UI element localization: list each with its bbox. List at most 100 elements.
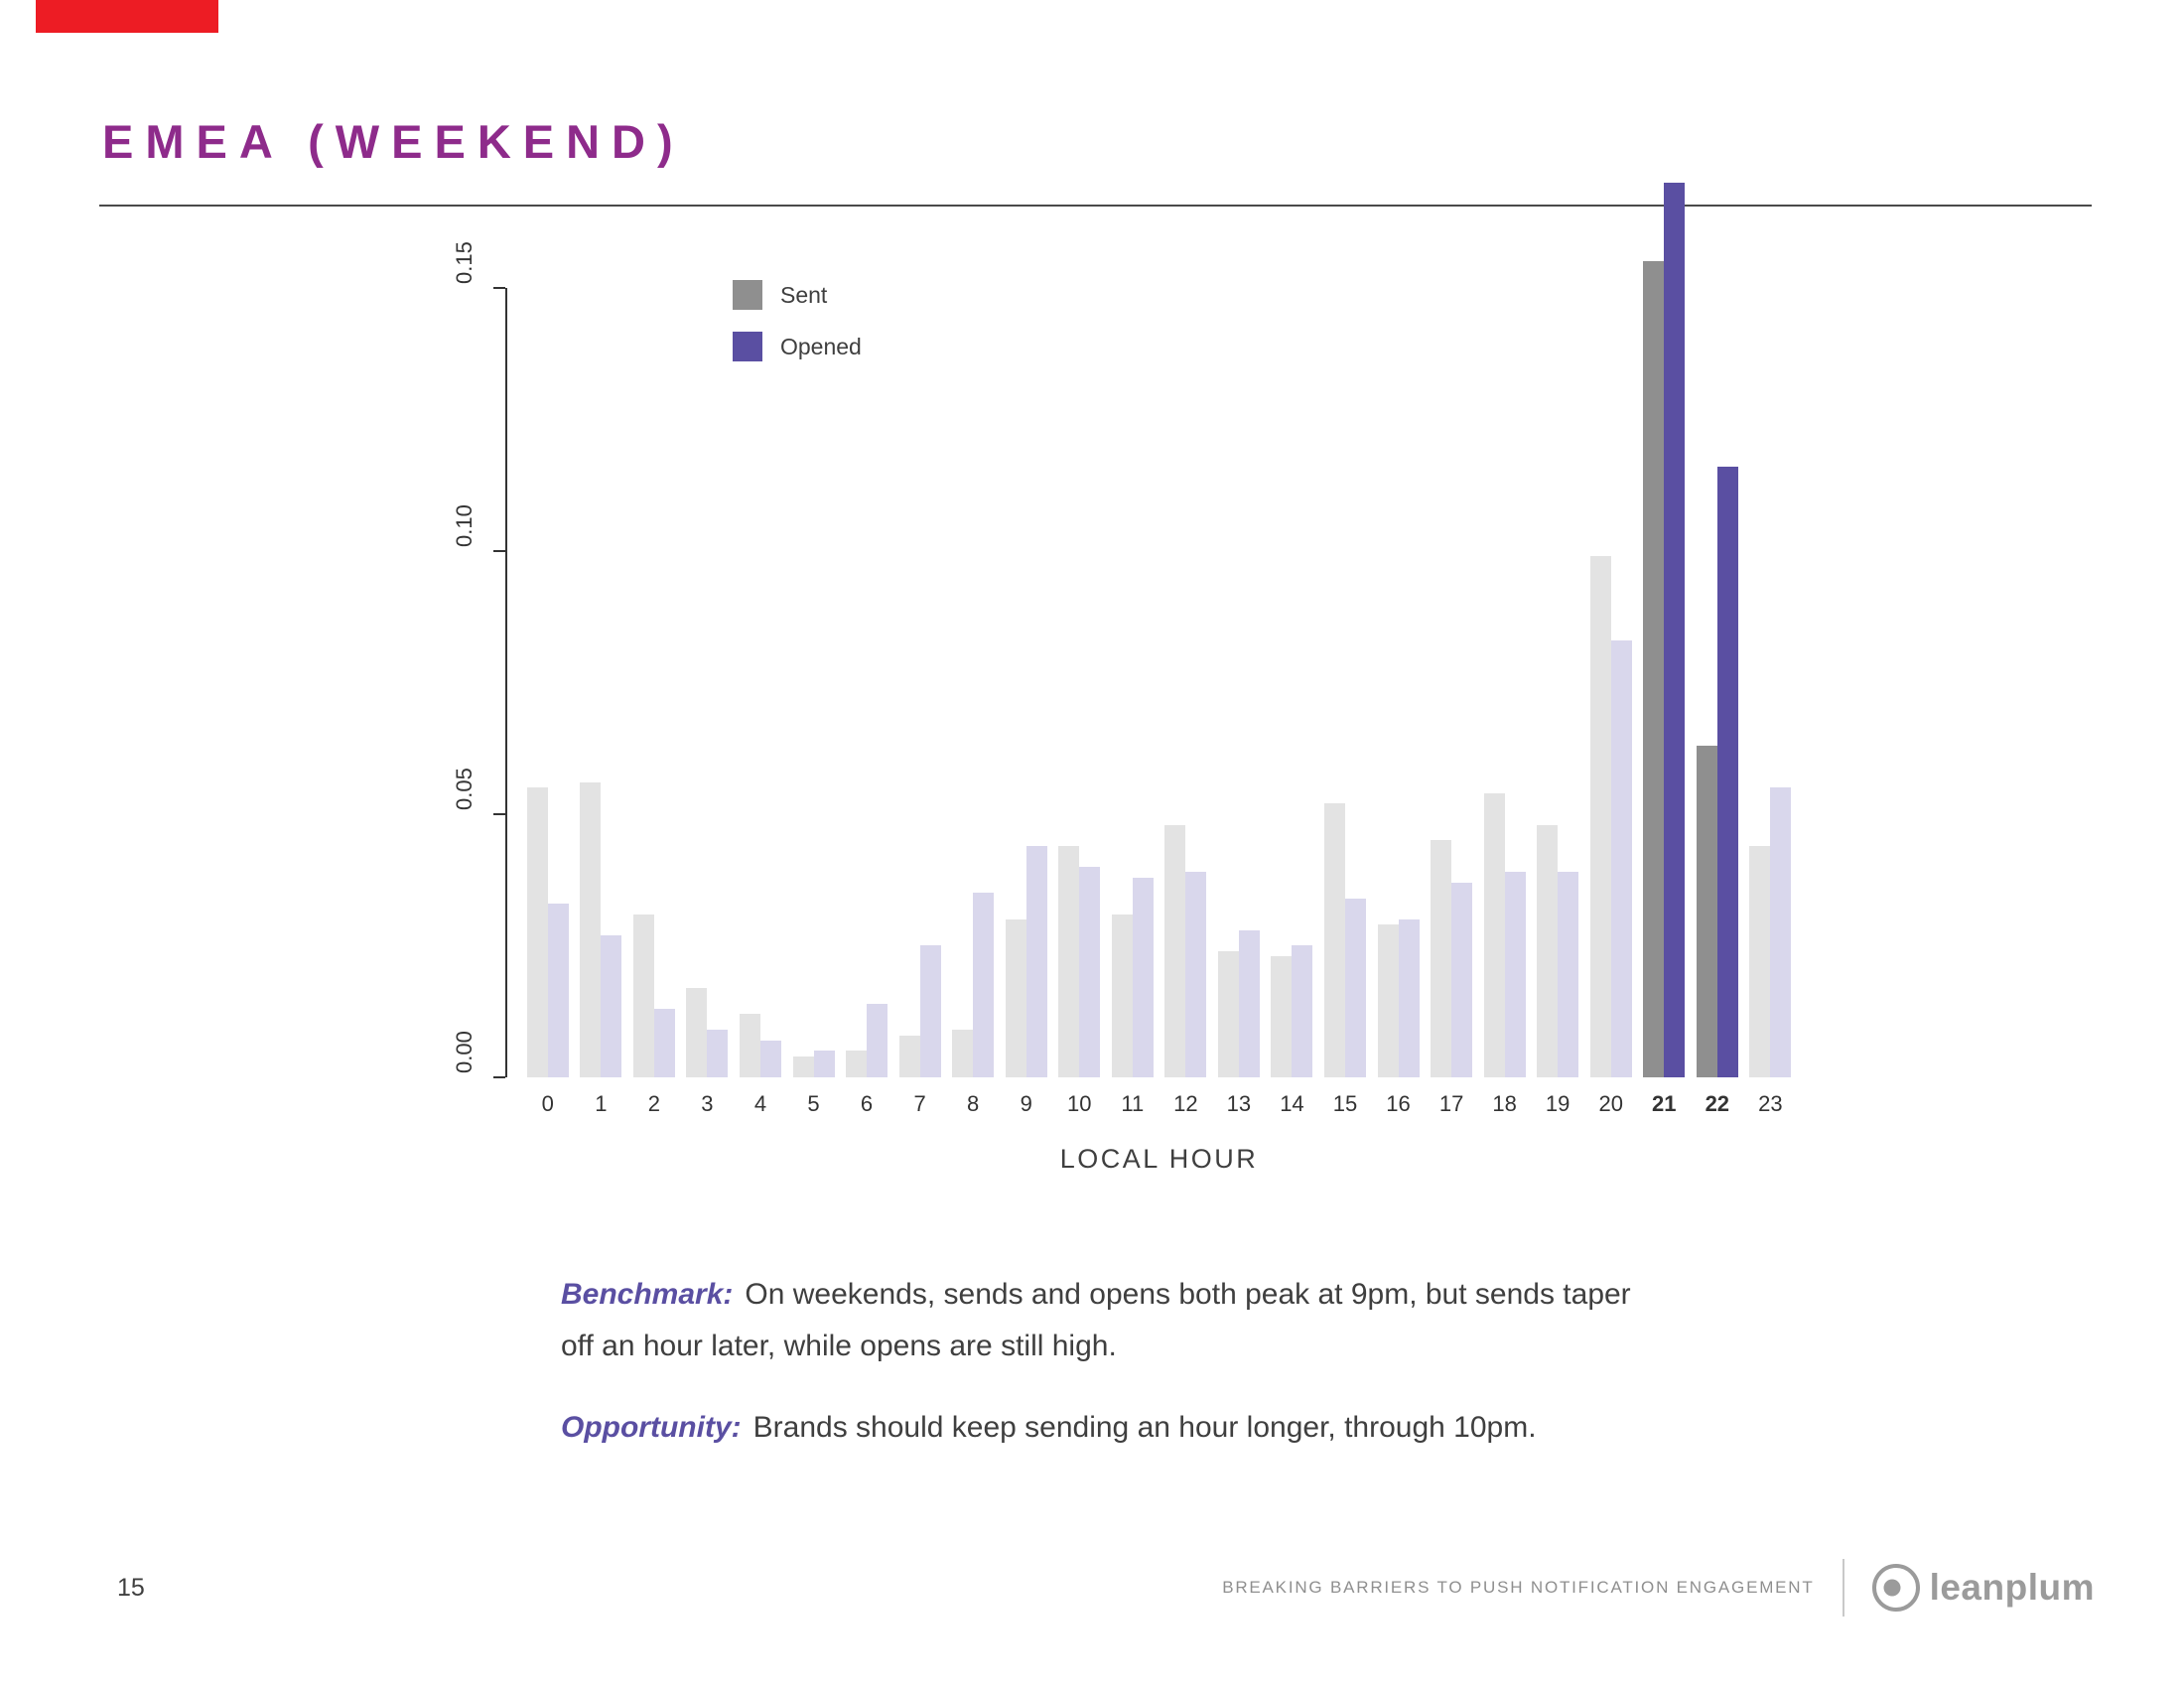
y-axis-tick-label: 0.10: [452, 504, 477, 548]
leanplum-logo: leanplum: [1871, 1564, 2095, 1612]
x-axis-title: LOCAL HOUR: [1059, 1144, 1259, 1174]
footer-title: BREAKING BARRIERS TO PUSH NOTIFICATION E…: [1222, 1578, 1815, 1597]
bar-opened-hour-20: [1610, 640, 1632, 1077]
x-axis-label-23: 23: [1758, 1091, 1783, 1116]
bar-opened-hour-9: [1025, 846, 1047, 1077]
bar-sent-hour-13: [1217, 951, 1239, 1077]
x-axis-label-10: 10: [1067, 1091, 1092, 1116]
bar-sent-hour-11: [1111, 914, 1133, 1077]
bar-sent-hour-17: [1431, 840, 1452, 1077]
x-axis-label-9: 9: [1020, 1091, 1032, 1116]
x-axis-label-17: 17: [1438, 1091, 1464, 1116]
x-axis-label-22: 22: [1705, 1091, 1730, 1116]
bar-sent-hour-22: [1696, 746, 1717, 1077]
bar-sent-hour-10: [1058, 846, 1080, 1077]
bar-group-hour-10: 10: [1052, 164, 1106, 1116]
x-axis-label-13: 13: [1226, 1091, 1252, 1116]
opportunity-note: Opportunity: Brands should keep sending a…: [561, 1402, 1633, 1454]
bar-opened-hour-10: [1079, 867, 1101, 1077]
bar-group-hour-19: 19: [1531, 164, 1584, 1116]
y-axis-tick-label: 0.00: [452, 1031, 477, 1074]
bar-opened-hour-18: [1504, 872, 1526, 1077]
y-axis-tick: [493, 287, 505, 289]
bar-sent-hour-0: [526, 787, 548, 1077]
bar-opened-hour-1: [601, 935, 622, 1077]
x-axis-label-5: 5: [807, 1091, 820, 1116]
x-axis-label-15: 15: [1332, 1091, 1358, 1116]
bar-opened-hour-4: [759, 1041, 781, 1077]
bar-opened-hour-22: [1716, 467, 1738, 1077]
bar-group-hour-22: 22: [1691, 164, 1744, 1116]
chart-legend: Sent Opened: [733, 280, 862, 383]
slide-accent-bar: [36, 0, 218, 33]
bar-opened-hour-14: [1292, 945, 1313, 1077]
legend-label-opened: Opened: [780, 333, 862, 359]
bar-opened-hour-13: [1238, 930, 1260, 1077]
x-axis-label-18: 18: [1492, 1091, 1517, 1116]
y-axis-tick-label: 0.15: [452, 241, 477, 285]
bar-sent-hour-12: [1164, 825, 1186, 1077]
bar-opened-hour-0: [547, 904, 569, 1077]
bar-group-hour-20: 20: [1584, 164, 1638, 1116]
x-axis-label-3: 3: [701, 1091, 714, 1116]
bar-opened-hour-3: [707, 1030, 729, 1077]
x-axis-label-7: 7: [913, 1091, 926, 1116]
bar-group-hour-14: 14: [1266, 164, 1319, 1116]
bar-opened-hour-21: [1664, 183, 1686, 1077]
benchmark-note: Benchmark: On weekends, sends and opens b…: [561, 1269, 1633, 1372]
title-divider: [99, 205, 2092, 207]
x-axis-label-21: 21: [1652, 1091, 1677, 1116]
bar-group-hour-13: 13: [1212, 164, 1266, 1116]
bars-row: 0 1 2 3 4 5 6 7 8 9 10 11 12 13 14 15 16 17 18 19 20 21 22 23: [521, 164, 1798, 1116]
bar-opened-hour-17: [1451, 883, 1473, 1077]
x-axis-label-2: 2: [647, 1091, 660, 1116]
bar-group-hour-6: 6: [840, 164, 893, 1116]
bar-sent-hour-7: [898, 1036, 920, 1077]
footer-divider: [1842, 1559, 1844, 1617]
bar-opened-hour-23: [1770, 787, 1792, 1077]
bar-group-hour-3: 3: [681, 164, 735, 1116]
x-axis-label-14: 14: [1280, 1091, 1304, 1116]
x-axis-label-1: 1: [595, 1091, 608, 1116]
legend-item-opened: Opened: [733, 332, 862, 361]
x-axis-label-8: 8: [967, 1091, 980, 1116]
legend-swatch-opened: [733, 332, 762, 361]
y-axis-tick-label: 0.05: [452, 768, 477, 811]
bar-sent-hour-14: [1271, 956, 1293, 1077]
bar-group-hour-23: 23: [1744, 164, 1798, 1116]
x-axis-label-0: 0: [541, 1091, 554, 1116]
bar-chart: 0 1 2 3 4 5 6 7 8 9 10 11 12 13 14 15 16 17 18 19 20 21 22 23 0…: [452, 164, 1798, 1116]
bar-sent-hour-20: [1589, 556, 1611, 1077]
bar-sent-hour-1: [580, 782, 602, 1077]
bar-group-hour-7: 7: [893, 164, 947, 1116]
bar-sent-hour-4: [739, 1014, 760, 1077]
y-axis-tick: [493, 813, 505, 815]
bar-opened-hour-2: [653, 1009, 675, 1077]
bar-opened-hour-12: [1185, 872, 1207, 1077]
bar-sent-hour-16: [1377, 924, 1399, 1077]
legend-swatch-sent: [733, 280, 762, 310]
bar-sent-hour-9: [1005, 919, 1026, 1077]
bar-sent-hour-2: [632, 914, 654, 1077]
bar-sent-hour-3: [686, 988, 708, 1077]
bar-opened-hour-16: [1398, 919, 1420, 1077]
bar-sent-hour-15: [1323, 803, 1345, 1077]
bar-opened-hour-11: [1132, 878, 1154, 1077]
x-axis-label-6: 6: [860, 1091, 874, 1116]
y-axis-tick: [493, 550, 505, 552]
x-axis-label-12: 12: [1173, 1091, 1198, 1116]
x-axis-label-19: 19: [1545, 1091, 1570, 1116]
bar-group-hour-15: 15: [1318, 164, 1372, 1116]
bar-group-hour-16: 16: [1372, 164, 1426, 1116]
page-number: 15: [117, 1573, 145, 1602]
x-axis-label-4: 4: [753, 1091, 767, 1116]
opportunity-text: Brands should keep sending an hour longe…: [752, 1411, 1537, 1444]
bar-group-hour-21: 21: [1637, 164, 1691, 1116]
bar-group-hour-8: 8: [946, 164, 1000, 1116]
bar-group-hour-4: 4: [734, 164, 787, 1116]
y-axis-tick: [493, 1076, 505, 1078]
bar-group-hour-17: 17: [1425, 164, 1478, 1116]
bar-sent-hour-19: [1537, 825, 1559, 1077]
bar-sent-hour-8: [952, 1030, 974, 1077]
bar-sent-hour-6: [846, 1051, 868, 1077]
